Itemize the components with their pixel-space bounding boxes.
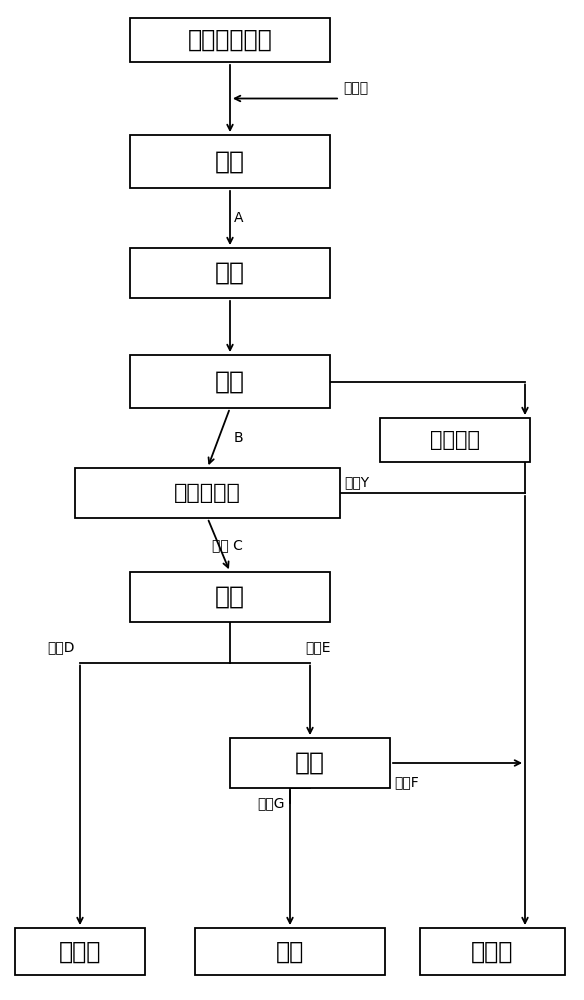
Bar [230, 738, 390, 788]
Bar [420, 928, 565, 975]
Text: 磁选: 磁选 [215, 585, 245, 609]
Text: 沉砂 C: 沉砂 C [211, 538, 242, 552]
Text: 钒钛磁铁精矿: 钒钛磁铁精矿 [187, 28, 272, 52]
Text: 过滤: 过滤 [215, 369, 245, 393]
Bar [130, 248, 330, 298]
Text: 旋流器分级: 旋流器分级 [174, 483, 241, 503]
Text: 铁精矿: 铁精矿 [59, 940, 101, 964]
Text: 碱浸: 碱浸 [215, 261, 245, 285]
Bar [195, 928, 385, 975]
Bar [380, 418, 530, 462]
Text: B: B [234, 431, 244, 445]
Text: 尾矿E: 尾矿E [305, 641, 331, 655]
Text: 精矿F: 精矿F [394, 775, 419, 789]
Text: 重选: 重选 [295, 751, 325, 775]
Text: A: A [234, 211, 244, 225]
Bar [15, 928, 145, 975]
Bar [130, 355, 330, 408]
Text: 氧化剂: 氧化剂 [343, 82, 368, 96]
Text: 尾矿: 尾矿 [276, 940, 304, 964]
Text: 回收利用: 回收利用 [430, 430, 480, 450]
Bar [75, 468, 340, 518]
Bar [130, 135, 330, 188]
Bar [130, 18, 330, 62]
Text: 钛精矿: 钛精矿 [471, 940, 514, 964]
Text: 溢流Y: 溢流Y [344, 475, 369, 489]
Text: 锻烧: 锻烧 [215, 149, 245, 174]
Text: 精矿D: 精矿D [47, 641, 75, 655]
Bar [130, 572, 330, 622]
Text: 尾矿G: 尾矿G [258, 796, 285, 810]
